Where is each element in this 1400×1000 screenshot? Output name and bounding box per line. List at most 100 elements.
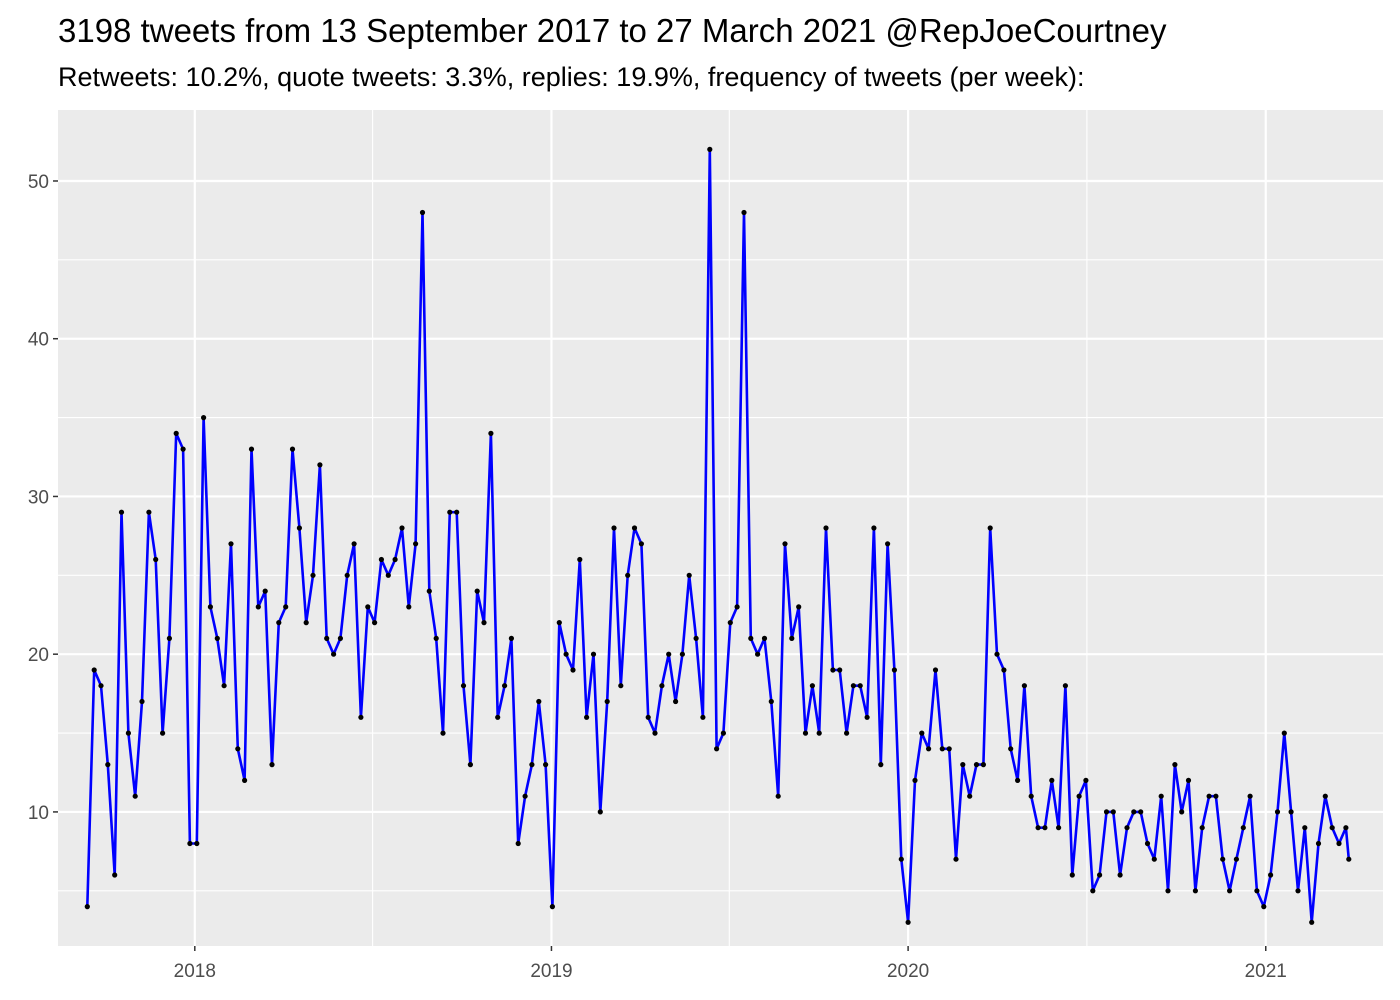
data-point bbox=[413, 541, 419, 547]
data-point bbox=[508, 635, 514, 642]
data-point bbox=[1021, 683, 1027, 689]
data-point bbox=[625, 572, 631, 578]
data-point bbox=[700, 714, 706, 720]
data-point bbox=[372, 620, 378, 626]
data-point bbox=[1247, 793, 1253, 799]
data-point bbox=[440, 730, 446, 736]
data-point bbox=[830, 667, 836, 673]
data-point bbox=[1035, 825, 1041, 831]
data-point bbox=[1110, 809, 1116, 815]
data-point bbox=[194, 840, 200, 847]
data-point bbox=[960, 762, 966, 768]
data-point bbox=[809, 683, 816, 689]
data-point bbox=[426, 588, 432, 594]
data-point bbox=[385, 572, 391, 578]
points-layer bbox=[84, 146, 1352, 925]
data-point bbox=[481, 620, 487, 626]
data-point bbox=[967, 793, 973, 799]
data-point bbox=[802, 730, 809, 736]
data-point bbox=[1103, 809, 1110, 815]
x-axis: 2018 2019 2020 2021 bbox=[174, 946, 1287, 982]
data-point bbox=[577, 556, 583, 563]
data-point bbox=[1302, 825, 1308, 831]
data-point bbox=[378, 556, 384, 563]
data-point bbox=[556, 620, 562, 626]
data-point bbox=[659, 683, 665, 689]
data-point bbox=[912, 777, 918, 784]
data-point bbox=[604, 698, 610, 705]
data-point bbox=[768, 698, 774, 705]
data-point bbox=[84, 904, 90, 910]
data-point bbox=[1151, 856, 1157, 862]
data-point bbox=[618, 683, 624, 689]
data-point bbox=[344, 572, 350, 578]
data-point bbox=[1295, 888, 1301, 894]
data-point bbox=[686, 572, 692, 578]
data-point bbox=[741, 209, 747, 216]
data-point bbox=[1281, 730, 1287, 736]
data-point bbox=[221, 683, 227, 689]
data-point bbox=[235, 746, 241, 752]
data-point bbox=[1288, 809, 1294, 815]
data-point bbox=[590, 651, 597, 657]
data-point bbox=[262, 588, 268, 594]
data-point bbox=[105, 762, 111, 768]
data-point bbox=[693, 635, 699, 642]
data-point bbox=[1261, 904, 1267, 910]
data-point bbox=[146, 509, 152, 515]
data-point bbox=[296, 525, 302, 531]
data-point bbox=[1049, 777, 1055, 784]
data-point bbox=[1322, 793, 1328, 799]
data-point bbox=[419, 209, 426, 216]
data-point bbox=[850, 683, 857, 689]
data-point bbox=[153, 556, 159, 563]
data-point bbox=[467, 762, 473, 768]
data-point bbox=[289, 446, 296, 452]
data-point bbox=[214, 635, 220, 642]
data-point bbox=[761, 635, 768, 642]
data-point bbox=[987, 525, 993, 531]
data-point bbox=[365, 604, 371, 610]
data-point bbox=[837, 667, 843, 673]
data-point bbox=[1090, 888, 1096, 894]
data-point bbox=[1158, 793, 1164, 799]
data-point bbox=[980, 762, 987, 768]
data-point bbox=[118, 509, 125, 515]
data-point bbox=[529, 762, 535, 768]
data-point bbox=[878, 762, 884, 768]
data-point bbox=[1233, 856, 1239, 862]
data-point bbox=[673, 698, 679, 705]
data-point bbox=[707, 146, 713, 152]
data-point bbox=[844, 730, 850, 736]
data-point bbox=[946, 746, 952, 752]
data-point bbox=[919, 730, 925, 736]
data-point bbox=[1309, 919, 1315, 925]
data-point bbox=[502, 683, 508, 689]
data-point bbox=[1268, 872, 1274, 878]
data-point bbox=[611, 525, 617, 531]
data-point bbox=[864, 714, 870, 720]
data-point bbox=[358, 714, 364, 720]
data-point bbox=[1124, 825, 1130, 831]
data-point bbox=[1274, 809, 1281, 815]
data-point bbox=[276, 620, 282, 626]
data-point bbox=[857, 683, 863, 689]
data-point bbox=[775, 793, 781, 799]
data-point bbox=[823, 525, 829, 531]
data-point bbox=[1056, 825, 1062, 831]
data-point bbox=[139, 698, 145, 705]
data-point bbox=[454, 509, 460, 515]
data-point bbox=[1028, 793, 1034, 799]
data-point bbox=[543, 762, 549, 768]
data-point bbox=[1213, 793, 1219, 799]
data-point bbox=[1254, 888, 1260, 894]
data-point bbox=[898, 856, 904, 862]
data-point bbox=[1117, 872, 1123, 878]
data-point bbox=[720, 730, 727, 736]
data-point bbox=[98, 683, 104, 689]
data-point bbox=[1138, 809, 1144, 815]
data-point bbox=[1042, 825, 1048, 831]
data-point bbox=[1199, 825, 1205, 831]
data-point bbox=[269, 762, 275, 768]
